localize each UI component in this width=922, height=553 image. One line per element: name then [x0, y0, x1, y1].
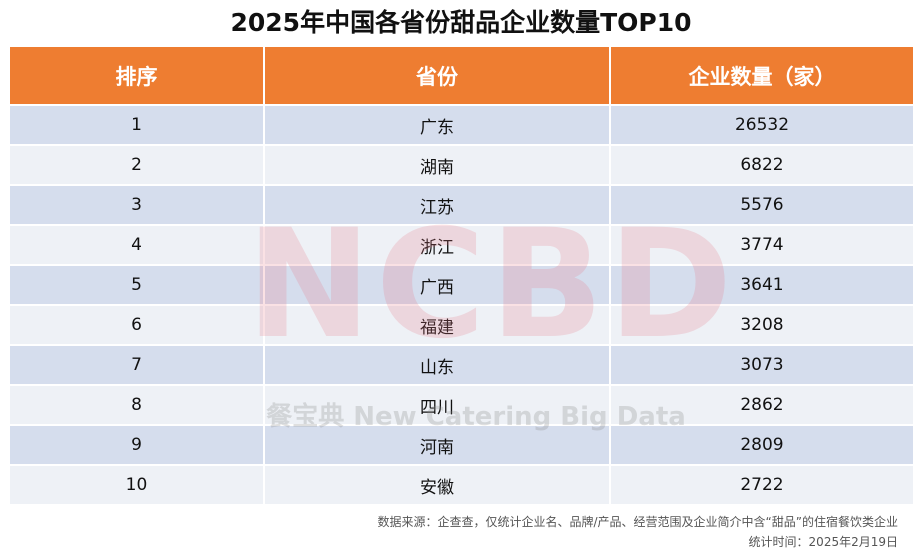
table-row: 4 浙江 3774 — [10, 224, 913, 264]
column-header-count: 企业数量（家） — [688, 64, 836, 89]
table-body: 1 广东 26532 2 湖南 6822 3 江苏 5576 4 浙江 3774 5 广西 3641 6 福建 3… — [10, 104, 913, 504]
cell-rank: 5 — [10, 266, 265, 304]
cell-rank: 6 — [10, 306, 265, 344]
cell-province: 广西 — [265, 266, 611, 304]
table-row: 8 四川 2862 — [10, 384, 913, 424]
table-row: 1 广东 26532 — [10, 104, 913, 144]
cell-count: 6822 — [740, 155, 784, 175]
cell-count: 26532 — [734, 115, 790, 135]
cell-count: 2722 — [740, 475, 784, 495]
cell-count: 2809 — [740, 435, 784, 455]
cell-count: 5576 — [740, 195, 784, 215]
cell-count: 3073 — [740, 355, 784, 375]
table-row: 2 湖南 6822 — [10, 144, 913, 184]
cell-count: 3208 — [740, 315, 784, 335]
cell-province: 湖南 — [265, 146, 611, 184]
column-header-rank: 排序 — [10, 47, 265, 104]
table-row: 10 安徽 2722 — [10, 464, 913, 504]
cell-count: 3774 — [740, 235, 784, 255]
table-row: 9 河南 2809 — [10, 424, 913, 464]
cell-count: 2862 — [740, 395, 784, 415]
cell-province: 广东 — [265, 106, 611, 144]
cell-province: 四川 — [265, 386, 611, 424]
cell-rank: 7 — [10, 346, 265, 384]
table-row: 6 福建 3208 — [10, 304, 913, 344]
cell-province: 安徽 — [265, 466, 611, 504]
table-row: 3 江苏 5576 — [10, 184, 913, 224]
cell-province: 福建 — [265, 306, 611, 344]
data-source-note: 数据来源：企查查，仅统计企业名、品牌/产品、经营范围及企业简介中含“甜品”的住宿… — [377, 515, 898, 529]
table-header-row: 排序 省份 企业数量（家） — [10, 47, 913, 104]
table-row: 7 山东 3073 — [10, 344, 913, 384]
statistics-date-note: 统计时间：2025年2月19日 — [748, 535, 898, 549]
table-row: 5 广西 3641 — [10, 264, 913, 304]
cell-rank: 8 — [10, 386, 265, 424]
cell-count: 3641 — [740, 275, 784, 295]
cell-rank: 3 — [10, 186, 265, 224]
cell-rank: 10 — [10, 466, 265, 504]
cell-province: 山东 — [265, 346, 611, 384]
cell-province: 江苏 — [265, 186, 611, 224]
cell-rank: 4 — [10, 226, 265, 264]
column-header-province: 省份 — [265, 47, 611, 104]
cell-province: 河南 — [265, 426, 611, 464]
cell-rank: 2 — [10, 146, 265, 184]
cell-province: 浙江 — [265, 226, 611, 264]
cell-rank: 1 — [10, 106, 265, 144]
page-title: 2025年中国各省份甜品企业数量TOP10 — [230, 8, 692, 37]
cell-rank: 9 — [10, 426, 265, 464]
data-table: 排序 省份 企业数量（家） 1 广东 26532 2 湖南 6822 3 江苏 5576 4 浙江 3… — [10, 47, 913, 504]
